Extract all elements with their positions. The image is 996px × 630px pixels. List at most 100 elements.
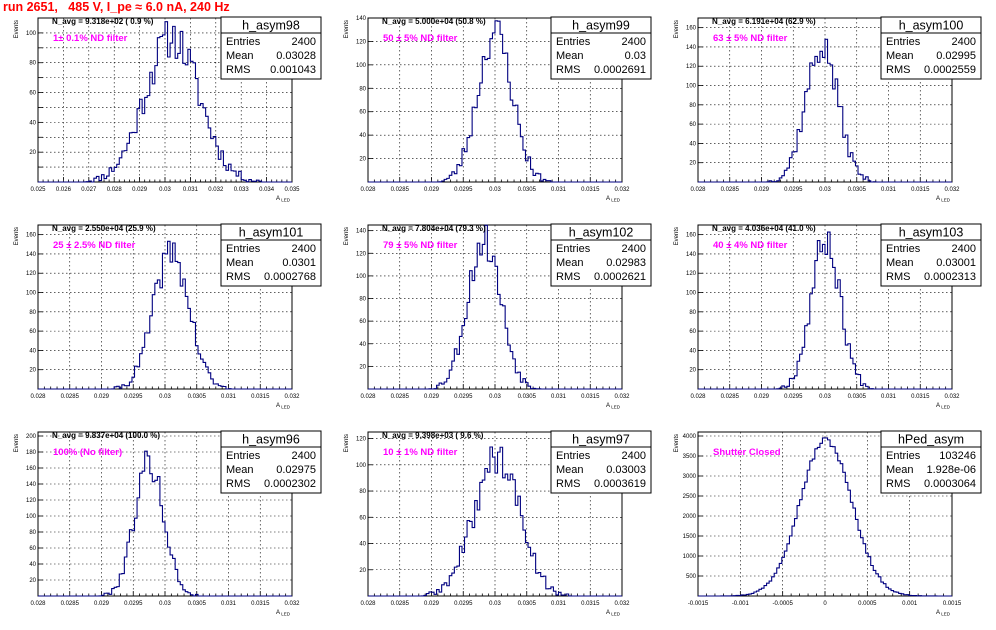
stat-key-rms: RMS — [226, 271, 250, 283]
x-tick-label: 0.027 — [81, 187, 97, 193]
x-tick-label: 0.0295 — [124, 601, 143, 607]
stat-key-mean: Mean — [226, 50, 254, 62]
stat-value-mean: 0.03003 — [606, 464, 646, 476]
x-tick-label: 0.0285 — [61, 394, 80, 400]
x-axis-label-subscript: LED — [610, 198, 621, 203]
histogram-series-h_asym97 — [368, 446, 622, 597]
x-tick-label: 0.028 — [360, 187, 376, 193]
y-tick-label: 80 — [689, 310, 696, 316]
y-axis-label: Events — [674, 434, 680, 452]
x-tick-label: 0.0015 — [943, 601, 962, 607]
x-tick-label: 0.03 — [819, 187, 831, 193]
y-tick-label: 40 — [29, 562, 36, 568]
y-tick-label: 120 — [26, 271, 37, 277]
stat-value-entries: 2400 — [952, 36, 976, 48]
y-tick-label: 20 — [359, 568, 366, 574]
stat-value-rms: 0.001043 — [270, 64, 316, 76]
y-tick-label: 20 — [29, 368, 36, 374]
stat-value-entries: 103246 — [939, 450, 976, 462]
x-tick-label: 0.03 — [489, 601, 501, 607]
navg-label: N_avg = 9.318e+02 ( 0.9 %) — [52, 17, 154, 26]
y-tick-label: 100 — [356, 63, 367, 69]
stat-value-rms: 0.0002302 — [264, 478, 316, 490]
histogram-series-h_asym98 — [38, 21, 292, 183]
y-tick-label: 40 — [359, 133, 366, 139]
x-tick-label: 0.028 — [690, 187, 706, 193]
stats-box — [220, 239, 322, 287]
x-tick-label: 0.028 — [30, 601, 46, 607]
stat-key-mean: Mean — [556, 257, 584, 269]
histogram-series-hPed_asym — [698, 437, 952, 597]
histogram-panel-h_asym103: 0.028 0.0285 0.029 0.0295 0.03 0.0305 0.031 0.0… — [660, 217, 990, 423]
stat-value-rms: 0.0002313 — [924, 271, 976, 283]
histogram-panel-h_asym97: 0.028 0.0285 0.029 0.0295 0.03 0.0305 0.031 0.0… — [330, 424, 660, 630]
histogram-panel-h_asym102: 0.028 0.0285 0.029 0.0295 0.03 0.0305 0.031 0.0… — [330, 217, 660, 423]
y-tick-label: 80 — [359, 86, 366, 92]
y-tick-label: 160 — [686, 26, 697, 32]
histogram-name: h_asym101 — [239, 226, 304, 240]
y-tick-label: 60 — [29, 329, 36, 335]
navg-label: N_avg = 6.191e+04 (62.9 %) — [712, 17, 816, 26]
x-tick-label: 0.0305 — [188, 394, 207, 400]
x-axis-label-subscript: LED — [940, 612, 951, 617]
y-tick-label: 120 — [686, 271, 697, 277]
stat-key-mean: Mean — [556, 50, 584, 62]
x-tick-label: 0.032 — [284, 394, 300, 400]
y-tick-label: 100 — [356, 463, 367, 469]
stat-key-rms: RMS — [556, 478, 580, 490]
stat-key-mean: Mean — [886, 464, 914, 476]
x-tick-label: 0.028 — [360, 394, 376, 400]
x-tick-label: 0.033 — [234, 187, 250, 193]
y-axis-label: Events — [344, 227, 350, 245]
x-tick-label: 0.0305 — [848, 394, 867, 400]
filter-label: 40 ± 4% ND filter — [713, 240, 788, 251]
x-axis-label: A LED — [276, 196, 291, 203]
x-axis-label-subscript: LED — [280, 405, 291, 410]
y-tick-label: 80 — [29, 310, 36, 316]
y-tick-label: 160 — [26, 466, 37, 472]
y-tick-label: 1500 — [683, 534, 697, 540]
y-axis-label: Events — [344, 20, 350, 38]
y-tick-label: 140 — [356, 229, 367, 235]
histogram-svg: 0.028 0.0285 0.029 0.0295 0.03 0.0305 0.031 0.0… — [344, 430, 652, 617]
stat-value-rms: 0.0002559 — [924, 64, 976, 76]
histogram-name: h_asym103 — [899, 226, 964, 240]
histogram-name: h_asym100 — [899, 19, 964, 33]
stat-key-entries: Entries — [226, 450, 261, 462]
x-tick-label: 0.0295 — [784, 394, 803, 400]
x-tick-label: 0.0005 — [858, 601, 877, 607]
histogram-series-h_asym102 — [368, 224, 622, 390]
stat-key-entries: Entries — [556, 450, 591, 462]
navg-label: N_avg = 9.837e+04 (100.0 %) — [52, 431, 160, 440]
stat-key-mean: Mean — [226, 464, 254, 476]
stat-key-mean: Mean — [886, 50, 914, 62]
stat-value-entries: 2400 — [622, 36, 646, 48]
y-tick-label: 80 — [29, 61, 36, 67]
x-axis-label: A LED — [276, 403, 291, 410]
stat-value-entries: 2400 — [292, 36, 316, 48]
x-tick-label: 0.0295 — [454, 601, 473, 607]
x-tick-label: -0.0015 — [688, 601, 709, 607]
histogram-name: h_asym98 — [242, 19, 300, 33]
stat-key-rms: RMS — [886, 478, 910, 490]
stat-key-mean: Mean — [886, 257, 914, 269]
x-tick-label: 0.0315 — [911, 187, 930, 193]
histogram-series-h_asym103 — [698, 231, 952, 390]
histogram-svg: 0.028 0.0285 0.029 0.0295 0.03 0.0305 0.031 0.0… — [344, 16, 652, 203]
y-tick-label: 80 — [359, 489, 366, 495]
x-tick-label: 0.0285 — [391, 394, 410, 400]
histogram-svg: 0.028 0.0285 0.029 0.0295 0.03 0.0305 0.031 0.0… — [674, 223, 982, 410]
stats-box — [880, 239, 982, 287]
filter-label: Shutter Closed — [713, 447, 781, 458]
y-tick-label: 60 — [689, 122, 696, 128]
y-tick-label: 40 — [359, 342, 366, 348]
x-tick-label: 0.03 — [819, 394, 831, 400]
x-tick-label: 0.029 — [754, 187, 770, 193]
histogram-svg: 0.025 0.026 0.027 0.028 0.029 0.03 0.031 0.032 0… — [14, 16, 322, 203]
stat-value-entries: 2400 — [622, 450, 646, 462]
y-tick-label: 180 — [26, 450, 37, 456]
x-tick-label: 0.0295 — [454, 394, 473, 400]
x-tick-label: 0.028 — [690, 394, 706, 400]
y-tick-label: 120 — [356, 39, 367, 45]
histogram-svg: 0.028 0.0285 0.029 0.0295 0.03 0.0305 0.031 0.0… — [14, 223, 322, 410]
